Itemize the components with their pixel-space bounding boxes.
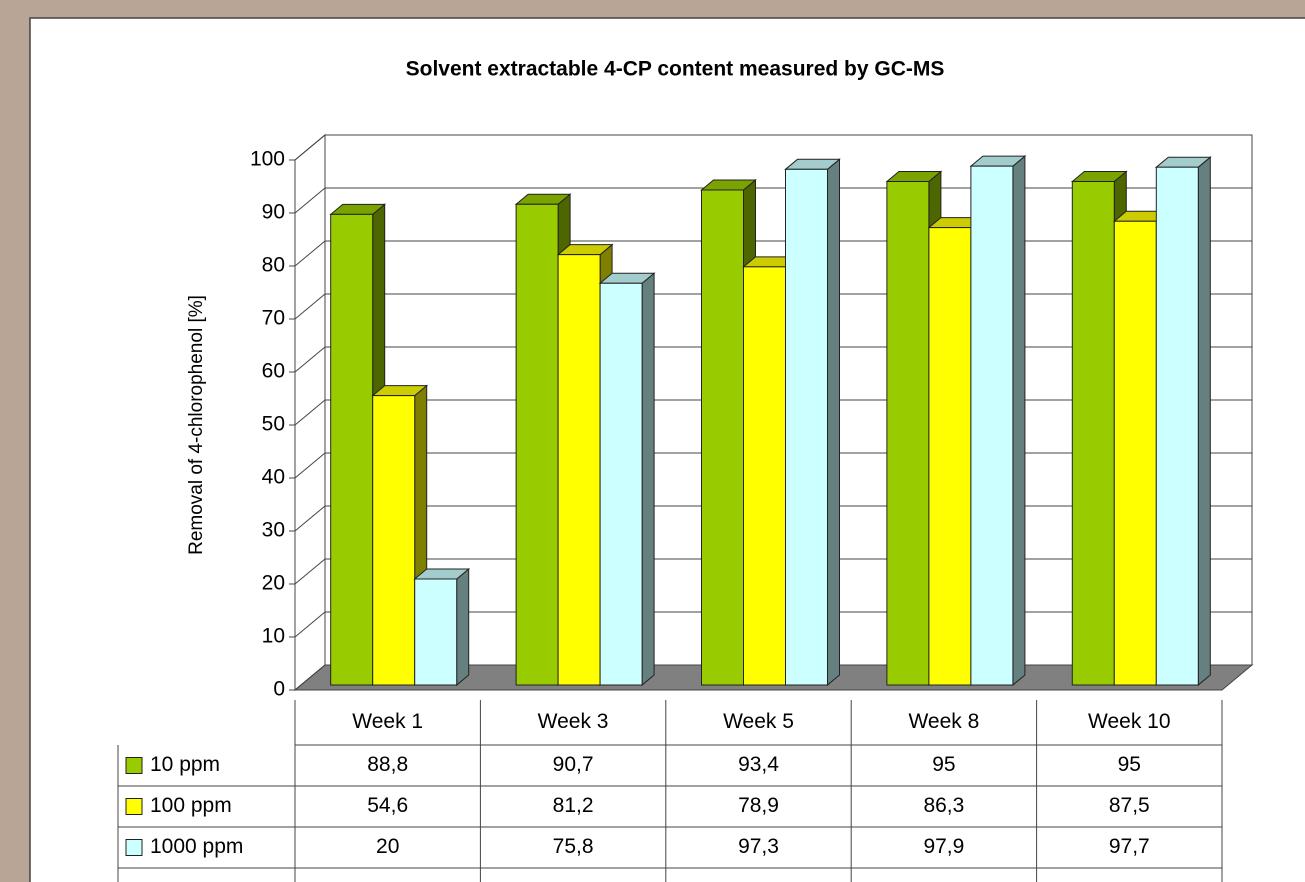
table-cell: 95: [1118, 753, 1141, 776]
table-cell: 97,3: [738, 835, 779, 858]
y-tick-label: 70: [262, 307, 285, 330]
y-tick-label: 20: [262, 572, 285, 595]
bar: [515, 203, 559, 686]
table-cell: 78,9: [738, 794, 779, 817]
bar: [372, 395, 416, 686]
y-tick-label: 60: [262, 360, 285, 383]
bar-side: [1197, 156, 1211, 687]
y-tick-label: 100: [250, 148, 285, 171]
table-cell: 93,4: [738, 753, 779, 776]
table-cell: 88,8: [367, 753, 408, 776]
grid-line: [294, 187, 326, 214]
grid-line: [294, 240, 326, 267]
table-cell: 95: [932, 753, 955, 776]
grid-line: [294, 611, 326, 638]
grid-line: [294, 134, 326, 161]
bar: [928, 227, 972, 686]
bar: [701, 189, 744, 686]
legend-swatch: [125, 839, 143, 856]
grid-line: [294, 505, 326, 532]
table-cell: 90,7: [553, 753, 594, 776]
table-cell: 97,7: [1109, 835, 1150, 858]
bar: [886, 181, 930, 686]
grid-line: [294, 558, 326, 585]
x-tick-label: Week 5: [723, 710, 794, 733]
bar: [743, 266, 786, 686]
y-tick-label: 0: [273, 678, 285, 701]
bar-side: [456, 567, 470, 687]
x-tick-label: Week 10: [1088, 710, 1171, 733]
table-cell: 86,3: [923, 794, 964, 817]
bar: [1071, 181, 1115, 686]
table-cell: 75,8: [553, 835, 594, 858]
bar: [1113, 220, 1157, 686]
bar: [785, 168, 828, 686]
bar-side: [641, 272, 655, 687]
legend-label: 1000 ppm: [150, 835, 243, 858]
grid-line: [294, 399, 326, 426]
bar: [1155, 166, 1199, 686]
table-cell: 54,6: [367, 794, 408, 817]
y-tick-label: 10: [262, 625, 285, 648]
legend-label: 10 ppm: [150, 753, 220, 776]
x-tick-label: Week 3: [538, 710, 609, 733]
table-cell: 87,5: [1109, 794, 1150, 817]
bar: [599, 282, 643, 686]
chart-title: Solvent extractable 4-CP content measure…: [406, 58, 945, 81]
y-tick-label: 90: [262, 201, 285, 224]
bar: [414, 578, 458, 686]
y-tick-label: 80: [262, 254, 285, 277]
y-tick-label: 40: [262, 466, 285, 489]
bar-side: [827, 158, 840, 687]
grid-line: [294, 293, 326, 320]
bar: [970, 165, 1014, 686]
bar: [330, 213, 374, 686]
grid-line: [294, 346, 326, 373]
y-axis-label: Removal of 4-chlorophenol [%]: [186, 295, 207, 555]
legend-swatch: [125, 757, 143, 774]
table-cell: 81,2: [553, 794, 594, 817]
legend-swatch: [125, 798, 143, 815]
grid-line: [294, 664, 326, 691]
bar: [557, 254, 601, 686]
x-tick-label: Week 1: [352, 710, 423, 733]
y-tick-label: 50: [262, 413, 285, 436]
bar-side: [1012, 155, 1026, 687]
legend-label: 100 ppm: [150, 794, 232, 817]
table-cell: 97,9: [923, 835, 964, 858]
table-cell: 20: [376, 835, 399, 858]
x-tick-label: Week 8: [908, 710, 979, 733]
y-tick-label: 30: [262, 519, 285, 542]
grid-line: [294, 452, 326, 479]
